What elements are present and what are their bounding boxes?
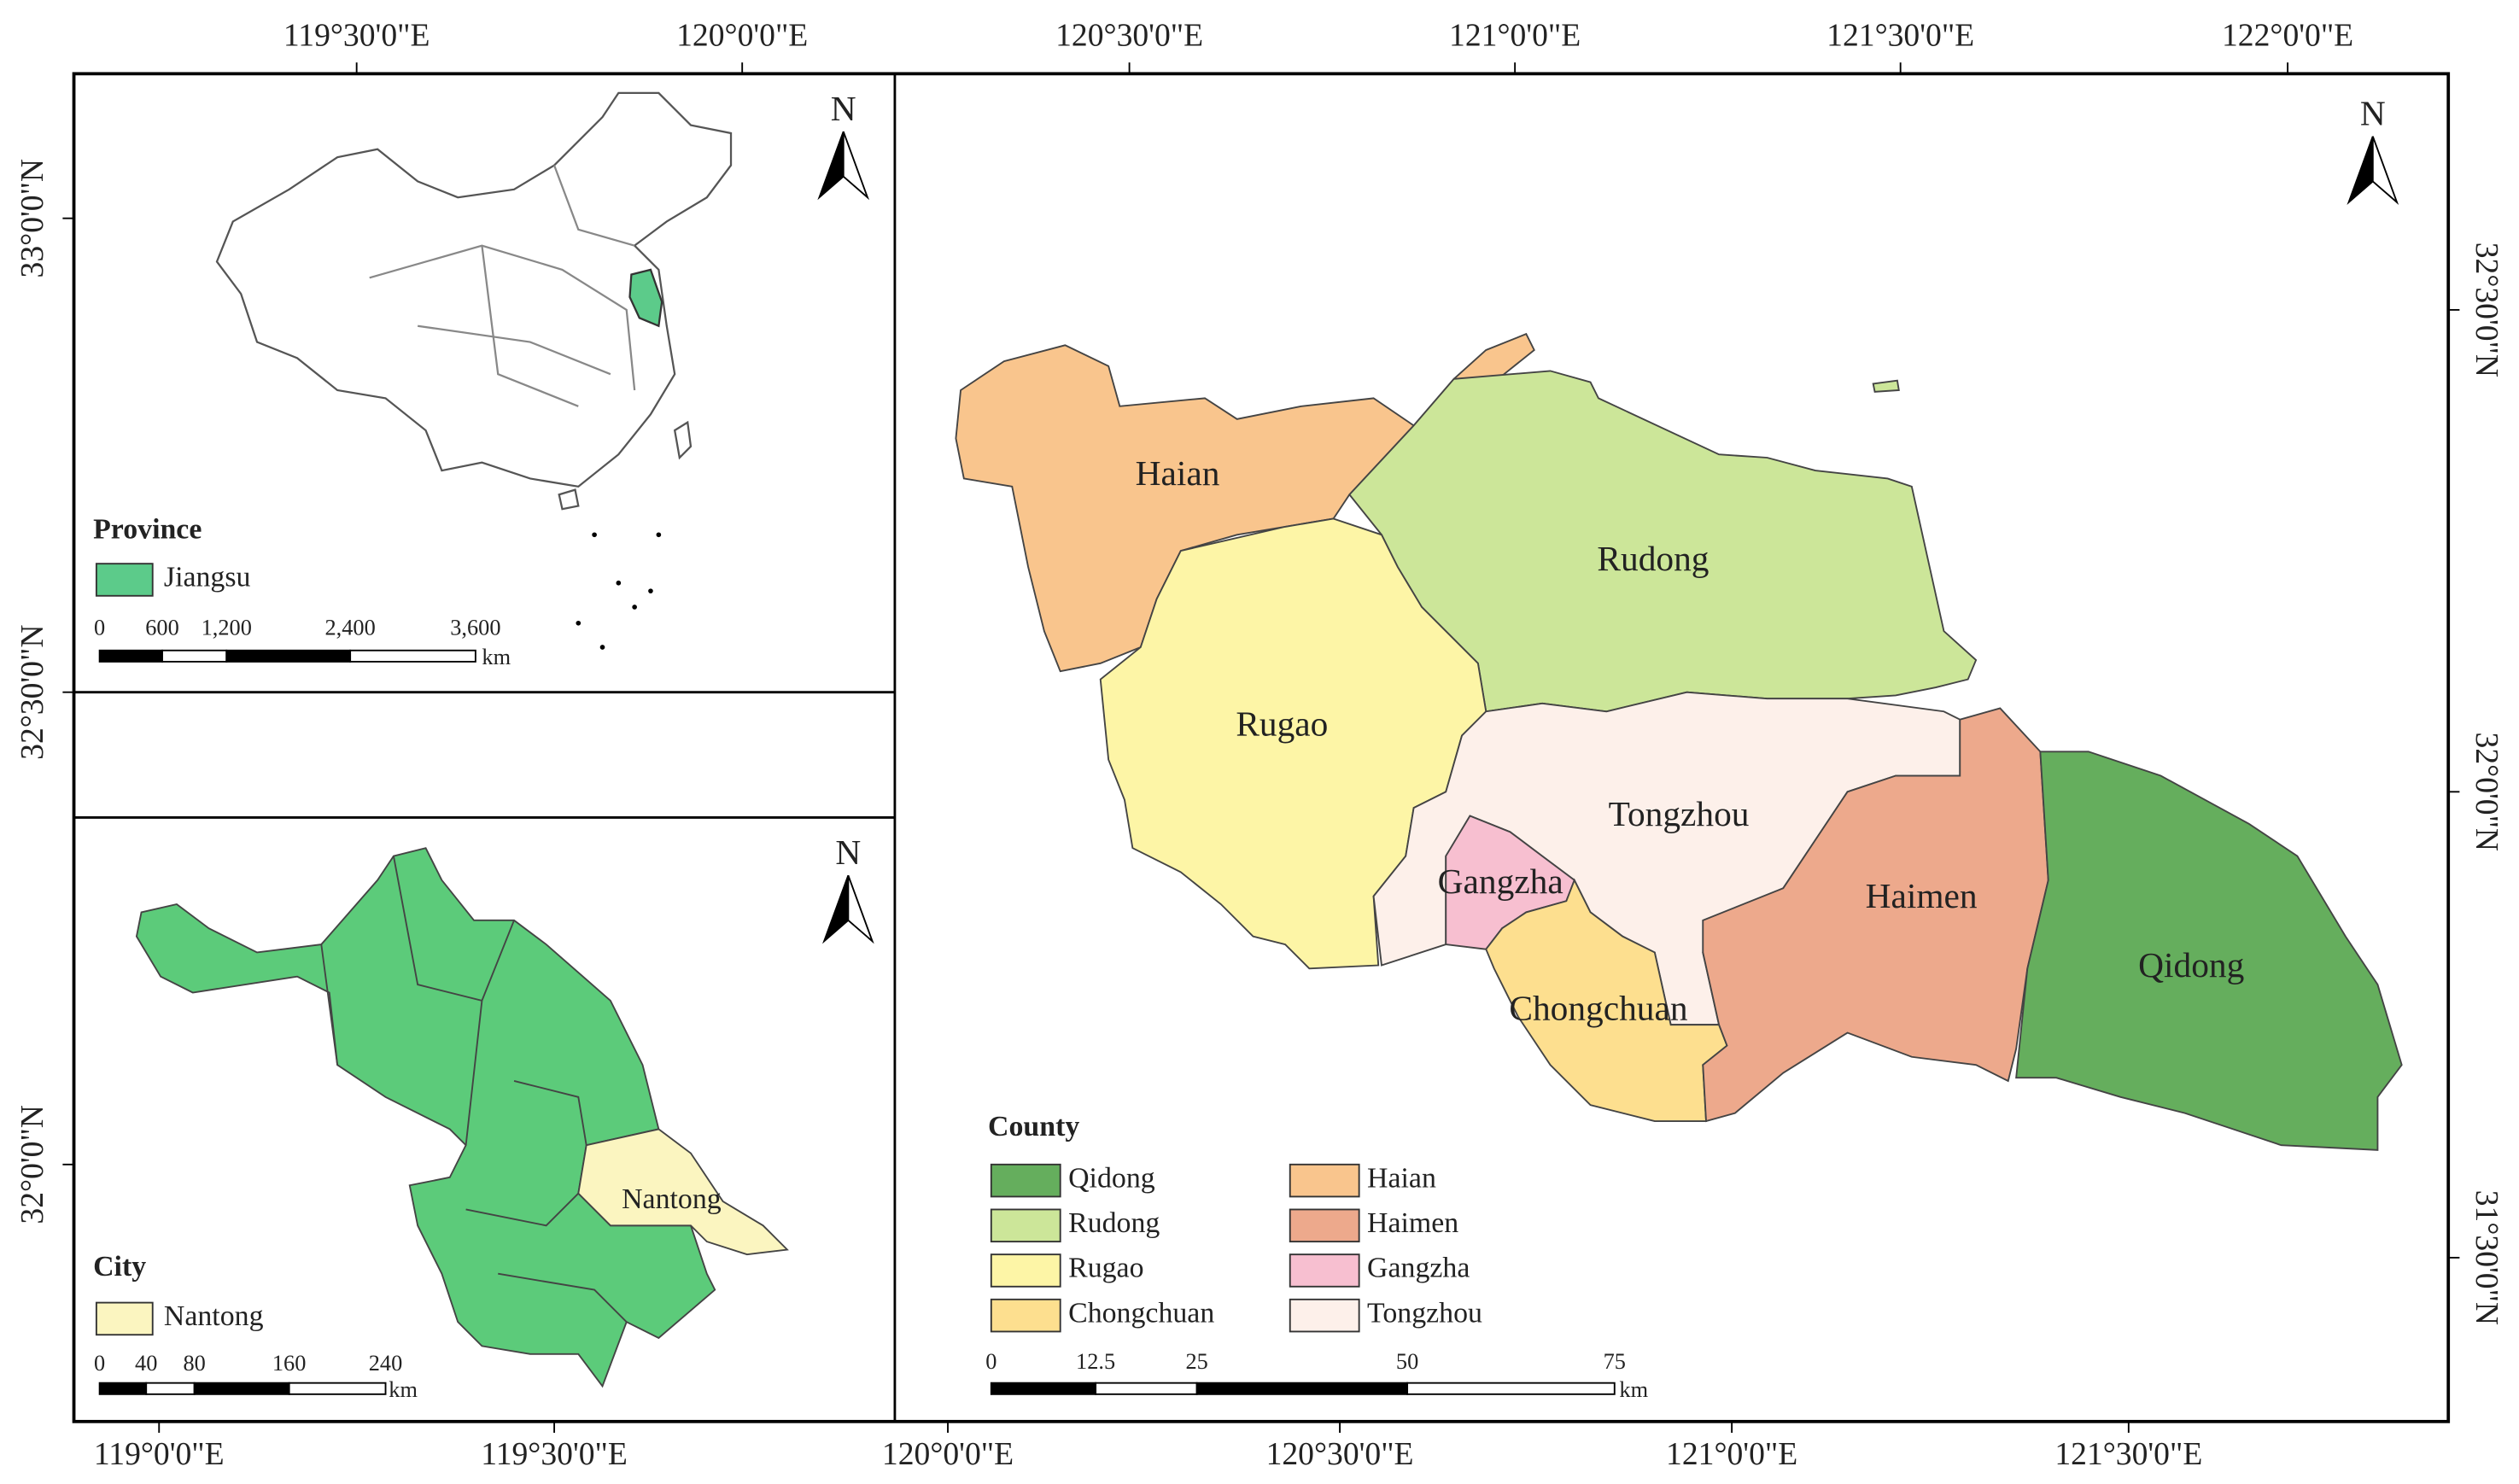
- legend-swatch: [1289, 1253, 1360, 1288]
- county-haimen: [1702, 707, 2049, 1123]
- scale-label: 3,600: [450, 615, 500, 640]
- top-axis-label: 120°30'0"E: [1055, 18, 1203, 54]
- scale-unit: km: [482, 645, 511, 669]
- legend-item: Jiangsu: [164, 562, 251, 593]
- scale-label: 75: [1604, 1349, 1626, 1374]
- scale-label: 1,200: [202, 615, 252, 640]
- islands: [576, 532, 662, 650]
- scale-segment: [288, 1382, 387, 1395]
- scale-unit: km: [389, 1377, 418, 1402]
- county-label: Gangzha: [1438, 862, 1563, 901]
- scale-segment: [990, 1382, 1097, 1395]
- scale-label: 25: [1185, 1349, 1207, 1374]
- top-axis-label: 121°0'0"E: [1449, 18, 1581, 54]
- legend-title: City: [93, 1251, 146, 1282]
- top-axis-label: 120°0'0"E: [676, 18, 808, 54]
- county-label: Haian: [1136, 453, 1220, 493]
- legend-swatch: [1289, 1208, 1360, 1243]
- scale-segment: [193, 1382, 290, 1395]
- top-axis-label: 121°30'0"E: [1826, 18, 1974, 54]
- county-chongchuan: [1485, 878, 1728, 1122]
- left-axis-label: 32°30'0"N: [15, 624, 50, 759]
- right-axis-label: 32°30'0"N: [2469, 242, 2504, 377]
- left-axis-label: 33°0'0"N: [15, 159, 50, 278]
- legend-swatch: [1289, 1298, 1360, 1333]
- map-label: Nantong: [622, 1183, 722, 1215]
- north-arrow: [847, 874, 874, 944]
- bottom-axis-label: 119°30'0"E: [481, 1436, 628, 1472]
- north-label: N: [835, 833, 861, 872]
- legend-swatch: [95, 1301, 154, 1336]
- bottom-axis-label: 121°30'0"E: [2054, 1436, 2202, 1472]
- north-label: N: [2360, 94, 2386, 133]
- scale-label: 0: [94, 1351, 105, 1376]
- county-label: Chongchuan: [1509, 989, 1687, 1028]
- scale-label: 12.5: [1076, 1349, 1115, 1374]
- right-axis-label: 31°30'0"N: [2469, 1190, 2504, 1325]
- legend-item: Haimen: [1367, 1207, 1458, 1239]
- legend-item: Rudong: [1068, 1207, 1160, 1239]
- scale-label: 80: [183, 1351, 205, 1376]
- legend-swatch: [990, 1208, 1061, 1243]
- left-axis-label: 32°0'0"N: [15, 1105, 50, 1224]
- county-label: Qidong: [2138, 945, 2244, 984]
- legend-item: Qidong: [1068, 1162, 1155, 1194]
- legend-swatch: [990, 1298, 1061, 1333]
- scale-segment: [161, 649, 228, 663]
- county-label: Rugao: [1236, 704, 1328, 744]
- frame: [72, 72, 2451, 1423]
- scale-segment: [349, 649, 476, 663]
- top-axis-label: 122°0'0"E: [2222, 18, 2353, 54]
- legend-item: Chongchuan: [1068, 1297, 1214, 1329]
- bottom-axis-label: 120°0'0"E: [882, 1436, 1014, 1472]
- legend-swatch: [95, 563, 154, 597]
- scale-unit: km: [1619, 1377, 1648, 1402]
- jiangsu-map: [135, 847, 789, 1388]
- legend-item: Haian: [1367, 1162, 1436, 1194]
- legend-title: County: [988, 1111, 1079, 1142]
- legend-title: Province: [93, 513, 202, 545]
- scale-segment: [1195, 1382, 1409, 1395]
- bottom-axis-label: 119°0'0"E: [94, 1436, 225, 1472]
- north-arrow: [2371, 136, 2399, 205]
- county-label: Tongzhou: [1609, 794, 1750, 833]
- county-label: Haimen: [1866, 876, 1978, 915]
- scale-segment: [98, 649, 163, 663]
- legend-item: Rugao: [1068, 1253, 1143, 1284]
- bottom-axis-label: 121°0'0"E: [1666, 1436, 1797, 1472]
- scale-label: 2,400: [325, 615, 376, 640]
- right-axis-label: 32°0'0"N: [2469, 733, 2504, 852]
- legend-swatch: [1289, 1163, 1360, 1198]
- scale-segment: [1406, 1382, 1616, 1395]
- china-map: [215, 91, 733, 511]
- scale-label: 0: [94, 615, 105, 640]
- scale-segment: [98, 1382, 148, 1395]
- legend-item: Nantong: [164, 1300, 264, 1332]
- scale-segment: [1095, 1382, 1198, 1395]
- scale-segment: [225, 649, 352, 663]
- legend-item: Gangzha: [1367, 1253, 1470, 1284]
- legend-item: Tongzhou: [1367, 1297, 1482, 1329]
- scale-segment: [145, 1382, 196, 1395]
- scale-label: 0: [985, 1349, 996, 1374]
- north-arrow: [842, 131, 870, 201]
- bottom-axis-label: 120°30'0"E: [1266, 1436, 1414, 1472]
- island: [1872, 379, 1900, 393]
- top-axis-label: 119°30'0"E: [283, 18, 430, 54]
- scale-label: 160: [272, 1351, 307, 1376]
- scale-label: 240: [369, 1351, 403, 1376]
- county-qidong: [2015, 751, 2403, 1151]
- scale-label: 50: [1396, 1349, 1418, 1374]
- counties: [955, 332, 2403, 1151]
- north-label: N: [831, 89, 856, 128]
- legend-swatch: [990, 1253, 1061, 1288]
- scale-label: 600: [145, 615, 179, 640]
- scale-label: 40: [135, 1351, 157, 1376]
- county-label: Rudong: [1597, 539, 1709, 578]
- legend-swatch: [990, 1163, 1061, 1198]
